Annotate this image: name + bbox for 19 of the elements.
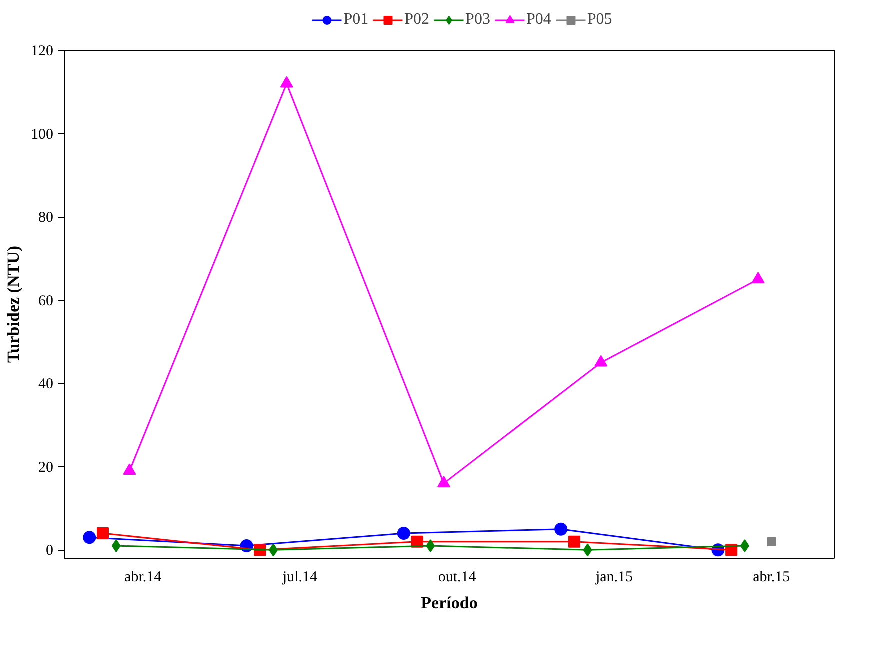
y-tick-label: 120 bbox=[31, 44, 54, 60]
legend-label: P02 bbox=[404, 11, 430, 29]
legend-label: P01 bbox=[344, 11, 369, 29]
legend-label: P03 bbox=[466, 11, 490, 29]
x-tick-label: jul.14 bbox=[282, 570, 318, 586]
x-tick-label: out.14 bbox=[438, 570, 477, 586]
x-tick-label: jan.15 bbox=[594, 570, 634, 586]
y-tick-label: 20 bbox=[38, 460, 54, 476]
x-tick-label: abr.14 bbox=[124, 570, 162, 586]
legend-label: P05 bbox=[587, 11, 612, 29]
y-tick-label: 60 bbox=[38, 293, 54, 310]
y-tick-label: 100 bbox=[31, 126, 54, 143]
y-tick-label: 80 bbox=[38, 210, 54, 226]
y-tick-label: 40 bbox=[38, 376, 54, 393]
y-axis-title: Turbidez (NTU) bbox=[4, 246, 23, 363]
x-axis-title: Período bbox=[421, 594, 478, 612]
y-tick-label: 0 bbox=[46, 543, 54, 560]
x-tick-label: abr.15 bbox=[753, 570, 790, 586]
legend-label: P04 bbox=[526, 11, 552, 29]
